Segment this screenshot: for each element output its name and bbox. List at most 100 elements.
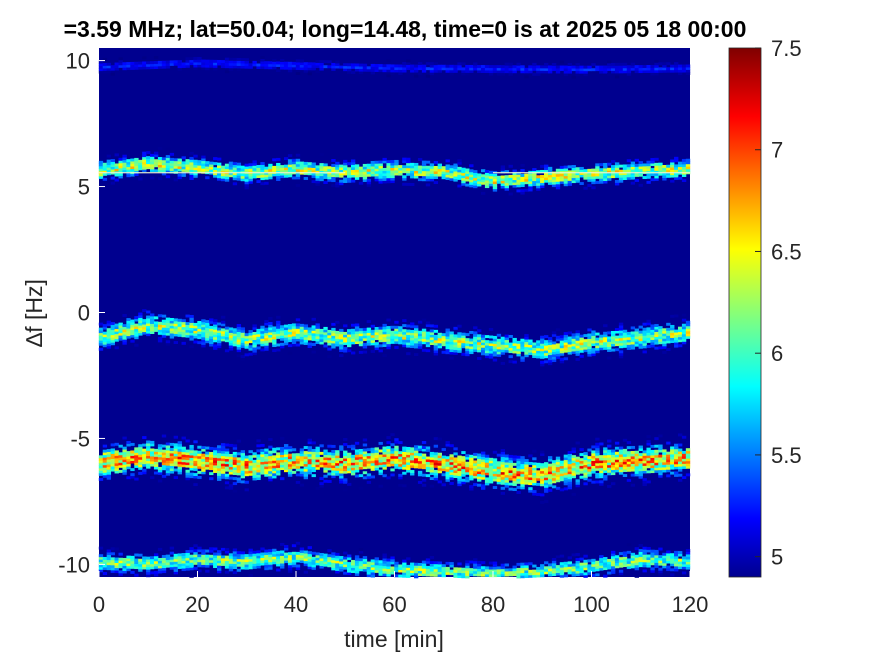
heat-cell [622, 339, 628, 343]
heat-cell [153, 321, 159, 325]
heat-cell [130, 450, 135, 454]
heat-cell [559, 470, 565, 474]
heat-cell [532, 170, 537, 174]
heat-cell [358, 474, 364, 478]
heat-cell [599, 562, 604, 566]
heat-cell [130, 327, 135, 331]
heat-cell [161, 169, 167, 173]
heat-cell [658, 474, 663, 478]
heat-cell [437, 569, 442, 572]
heat-cell [484, 571, 490, 575]
heat-cell [331, 557, 336, 561]
heat-cell [339, 480, 344, 484]
heat-cell [303, 166, 309, 170]
heat-cell [315, 177, 320, 181]
heat-cell [414, 455, 419, 459]
heat-cell [303, 456, 309, 460]
heat-cell [303, 560, 309, 564]
heat-cell [280, 170, 285, 174]
heat-cell [555, 466, 561, 470]
heat-cell [441, 483, 446, 487]
heat-cell [563, 482, 569, 486]
heat-cell [410, 175, 415, 179]
heat-cell [142, 156, 147, 160]
heat-cell [611, 563, 616, 567]
heat-cell [536, 482, 541, 486]
heat-cell [110, 567, 115, 571]
heat-cell [331, 559, 336, 563]
heat-cell [670, 558, 675, 562]
heat-cell [197, 64, 202, 68]
heat-cell [110, 339, 115, 343]
heat-cell [268, 556, 273, 560]
heat-cell [327, 347, 332, 351]
heat-cell [603, 175, 608, 179]
heat-cell [339, 333, 344, 337]
heat-cell [473, 182, 478, 186]
heat-cell [370, 171, 375, 174]
heat-cell [402, 157, 407, 161]
heat-cell [685, 161, 691, 165]
heat-cell [319, 482, 324, 486]
heat-cell [433, 561, 439, 565]
heat-cell [299, 547, 305, 551]
heat-cell [634, 554, 639, 558]
heat-cell [591, 178, 596, 182]
heat-cell [106, 557, 112, 561]
heat-cell [540, 478, 545, 482]
heat-cell [130, 324, 135, 328]
heat-cell [252, 172, 257, 176]
heat-cell [575, 565, 580, 569]
heat-cell [524, 572, 529, 576]
heat-cell [465, 572, 470, 576]
heat-cell [256, 469, 261, 473]
heat-cell [516, 189, 521, 193]
heat-cell [130, 563, 135, 567]
heat-cell [157, 449, 163, 453]
heat-cell [496, 180, 502, 184]
heat-cell [224, 173, 230, 177]
heat-cell [283, 339, 289, 343]
heat-cell [280, 454, 285, 458]
heat-cell [477, 329, 482, 333]
heat-cell [236, 175, 242, 179]
heat-cell [536, 345, 541, 349]
heat-cell [477, 566, 482, 569]
heat-cell [437, 171, 442, 175]
heat-cell [177, 461, 182, 465]
heat-cell [232, 464, 238, 468]
heat-cell [185, 557, 190, 561]
heat-cell [181, 451, 186, 455]
heat-cell [157, 324, 163, 328]
heat-cell [410, 459, 415, 463]
heat-cell [350, 162, 356, 165]
heat-cell [252, 560, 257, 564]
heat-cell [252, 452, 257, 456]
heat-cell [563, 165, 569, 169]
heat-cell [252, 349, 257, 353]
heat-cell [618, 461, 624, 465]
heat-cell [595, 173, 600, 177]
heat-cell [228, 560, 234, 564]
heat-cell [232, 174, 238, 178]
heat-cell [138, 315, 143, 318]
heat-cell [153, 66, 159, 69]
heat-cell [276, 330, 281, 334]
heat-cell [205, 456, 210, 460]
heat-cell [480, 484, 486, 488]
heat-cell [130, 555, 135, 559]
heat-cell [520, 473, 525, 477]
heat-cell [240, 561, 245, 565]
heat-cell [98, 556, 104, 560]
heat-cell [634, 328, 639, 332]
heat-cell [500, 170, 506, 174]
heat-cell [358, 550, 364, 554]
heat-cell [378, 464, 383, 468]
heat-cell [512, 345, 517, 349]
heat-cell [445, 456, 450, 460]
heat-cell [169, 559, 175, 563]
heat-cell [579, 557, 584, 561]
heat-cell [398, 483, 403, 487]
heat-cell [477, 463, 482, 467]
heat-cell [547, 179, 553, 183]
